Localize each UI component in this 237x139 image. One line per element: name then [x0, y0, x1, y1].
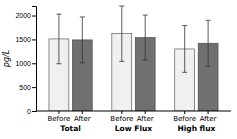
- y-tick-mark: [32, 111, 36, 112]
- x-tick-label: Before: [110, 115, 133, 123]
- y-axis-title: pg/L: [2, 50, 11, 68]
- error-bar: [143, 15, 148, 60]
- y-tick: 500: [19, 84, 36, 91]
- group-label: Total: [60, 124, 80, 133]
- plot: 0500100015002000BeforeAfterTotalBeforeAf…: [15, 6, 231, 133]
- y-tick-mark: [32, 87, 36, 88]
- y-tick: 1500: [15, 36, 36, 43]
- y-tick: 0: [27, 108, 36, 115]
- error-bar: [119, 6, 124, 61]
- y-tick-mark: [32, 39, 36, 40]
- x-tick-label: After: [200, 115, 217, 123]
- x-axis: BeforeAfterTotalBeforeAfterLow FluxBefor…: [36, 111, 231, 133]
- error-bar: [182, 26, 187, 73]
- series: [72, 15, 218, 111]
- marks: [49, 6, 218, 111]
- x-tick-label: After: [137, 115, 154, 123]
- group-label: Low Flux: [115, 124, 153, 133]
- y-axis: 0 500 1000 1500 2000: [15, 7, 36, 115]
- y-tick: 1000: [15, 60, 36, 67]
- y-tick-label: 1000: [15, 60, 31, 67]
- x-tick-mark: [184, 111, 185, 114]
- y-tick-label: 2000: [15, 12, 31, 19]
- y-tick-mark: [32, 63, 36, 64]
- y-tick-label: 1500: [15, 36, 31, 43]
- x-tick-mark: [208, 111, 209, 114]
- x-tick-label: Before: [47, 115, 70, 123]
- x-tick-mark: [82, 111, 83, 114]
- y-tick-label: 0: [27, 108, 31, 115]
- group-label: High flux: [177, 124, 215, 133]
- chart: 0500100015002000BeforeAfterTotalBeforeAf…: [0, 0, 237, 139]
- x-tick-label: Before: [173, 115, 196, 123]
- error-bar: [56, 14, 61, 64]
- x-tick-mark: [145, 111, 146, 114]
- error-bar: [206, 20, 211, 66]
- x-tick-mark: [58, 111, 59, 114]
- series: [49, 6, 195, 111]
- y-tick: 2000: [15, 12, 36, 19]
- y-tick-mark: [32, 16, 36, 17]
- x-tick-label: After: [74, 115, 91, 123]
- y-axis-line: [32, 7, 37, 112]
- x-tick-mark: [121, 111, 122, 114]
- x-axis-line: [36, 111, 231, 112]
- error-bar: [80, 17, 85, 63]
- y-tick-label: 500: [19, 84, 31, 91]
